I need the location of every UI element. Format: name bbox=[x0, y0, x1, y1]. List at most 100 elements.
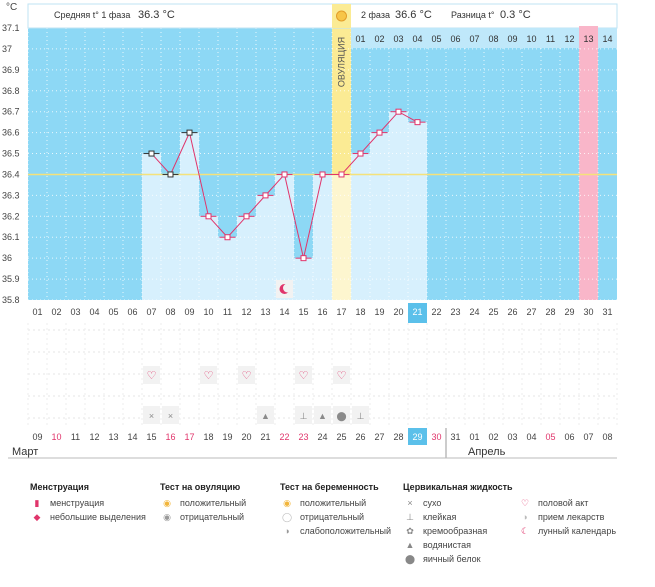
y-tick-label: 36.3 bbox=[2, 190, 20, 200]
ovulation-positive-icon bbox=[336, 10, 347, 22]
calendar-date-label: 19 bbox=[222, 432, 232, 442]
temperature-point bbox=[357, 150, 364, 157]
temperature-point bbox=[186, 129, 193, 136]
watery-icon: ▲ bbox=[261, 411, 270, 421]
fluid-cell bbox=[352, 406, 369, 424]
pill-icon: ◑ bbox=[522, 512, 528, 522]
calendar-date-label: 12 bbox=[89, 432, 99, 442]
calendar-date-label: 27 bbox=[374, 432, 384, 442]
y-tick-label: 37 bbox=[2, 44, 12, 54]
menstruation-icon: ▮ bbox=[34, 498, 40, 508]
heart-cell bbox=[333, 366, 350, 384]
pink-day-column bbox=[579, 4, 598, 300]
pregnancy-negative-icon: ◯ bbox=[281, 512, 293, 522]
fluid-cell bbox=[162, 406, 179, 424]
y-tick-label: 36.9 bbox=[2, 65, 20, 75]
cycle-day-label: 27 bbox=[526, 307, 536, 317]
fluid-cell bbox=[257, 406, 274, 424]
cycle-day-label: 05 bbox=[108, 307, 118, 317]
heart-cell bbox=[295, 366, 312, 384]
cycle-day-label: 24 bbox=[469, 307, 479, 317]
legend-item: слабоположительный bbox=[300, 526, 392, 536]
luteal-day-label: 02 bbox=[374, 34, 384, 44]
temperature-chart: Средняя t° 1 фаза 36.3 °C 2 фаза 36.6 °C Раз… bbox=[2, 2, 618, 459]
calendar-date-label: 07 bbox=[583, 432, 593, 442]
cycle-day-label: 23 bbox=[450, 307, 460, 317]
legend-item: яичный белок bbox=[423, 554, 481, 564]
legend-title: Тест на овуляцию bbox=[160, 482, 241, 492]
y-tick-label: 36.5 bbox=[2, 149, 20, 159]
temperature-point bbox=[414, 119, 421, 126]
cycle-day-label: 15 bbox=[298, 307, 308, 317]
temperature-bar bbox=[294, 258, 313, 300]
calendar-date-label: 16 bbox=[165, 432, 175, 442]
legend-item: прием лекарств bbox=[538, 512, 605, 522]
sticky-icon: ⊥ bbox=[300, 411, 308, 421]
calendar-date-label: 21 bbox=[260, 432, 270, 442]
calendar-date-label: 25 bbox=[336, 432, 346, 442]
y-tick-label: 36.1 bbox=[2, 232, 20, 242]
luteal-day-label: 06 bbox=[450, 34, 460, 44]
temperature-bar bbox=[313, 174, 332, 300]
temperature-point bbox=[281, 171, 288, 178]
temperature-point bbox=[395, 108, 402, 115]
temperature-point bbox=[167, 171, 174, 178]
y-tick-label: 35.9 bbox=[2, 274, 20, 284]
watery-icon: ▲ bbox=[405, 540, 415, 550]
temperature-point bbox=[224, 234, 231, 241]
cycle-day-label: 22 bbox=[431, 307, 441, 317]
heart-cell bbox=[238, 366, 255, 384]
luteal-day-label: 01 bbox=[355, 34, 365, 44]
cycle-day-label: 04 bbox=[89, 307, 99, 317]
temperature-bar bbox=[161, 174, 180, 300]
calendar-date-label: 31 bbox=[450, 432, 460, 442]
sticky-icon: ⊥ bbox=[406, 512, 414, 522]
cycle-day-label: 25 bbox=[488, 307, 498, 317]
sticky-icon: ⊥ bbox=[357, 411, 365, 421]
dry-icon: × bbox=[407, 498, 413, 508]
legend-item: небольшие выделения bbox=[50, 512, 146, 522]
temperature-point bbox=[243, 213, 250, 220]
fluid-cell bbox=[314, 406, 331, 424]
luteal-day-label: 04 bbox=[412, 34, 422, 44]
cycle-day-label: 10 bbox=[203, 307, 213, 317]
heart-icon: ♡ bbox=[204, 370, 214, 382]
pregnancy-positive-icon: ◉ bbox=[283, 498, 291, 508]
dry-icon: × bbox=[149, 411, 154, 421]
temperature-point bbox=[376, 129, 383, 136]
temperature-bar bbox=[408, 122, 427, 301]
temperature-point bbox=[338, 171, 345, 178]
calendar-date-label: 14 bbox=[127, 432, 137, 442]
temperature-bar bbox=[351, 153, 370, 300]
cycle-day-label: 06 bbox=[127, 307, 137, 317]
y-tick-label: 36.8 bbox=[2, 86, 20, 96]
moon-icon-cutout bbox=[283, 283, 292, 293]
cycle-day-label: 08 bbox=[165, 307, 175, 317]
legend-menstruation: Менструация ▮ менструация ◆ небольшие выде… bbox=[30, 480, 146, 524]
luteal-day-label: 14 bbox=[602, 34, 612, 44]
cycle-day-label: 12 bbox=[241, 307, 251, 317]
calendar-date-label: 04 bbox=[526, 432, 536, 442]
pregnancy-weak-icon: ◑ bbox=[284, 526, 290, 536]
legend-item: лунный календарь bbox=[538, 526, 617, 536]
y-tick-label: 35.8 bbox=[2, 295, 20, 305]
difference-value: 0.3 °C bbox=[500, 9, 531, 21]
y-tick-label: 36.2 bbox=[2, 211, 20, 221]
luteal-day-label: 11 bbox=[546, 34, 555, 44]
positive-test-icon: ◉ bbox=[163, 498, 171, 508]
calendar-date-label: 28 bbox=[393, 432, 403, 442]
temperature-bar bbox=[332, 174, 351, 300]
pink-luteal-cell bbox=[579, 28, 598, 48]
watery-icon: ▲ bbox=[318, 411, 327, 421]
negative-test-icon: ◉ bbox=[163, 512, 171, 522]
spotting-icon: ◆ bbox=[33, 512, 41, 522]
fluid-cell bbox=[143, 406, 160, 424]
cycle-day-label: 26 bbox=[507, 307, 517, 317]
today-date-cell bbox=[408, 428, 427, 445]
legend-item: сухо bbox=[423, 498, 442, 508]
moon-icon: ☾ bbox=[520, 526, 530, 536]
cycle-day-label: 13 bbox=[260, 307, 270, 317]
pink-header-mark bbox=[579, 26, 598, 28]
luteal-day-label: 09 bbox=[507, 34, 517, 44]
calendar-date-label: 29 bbox=[412, 432, 422, 442]
